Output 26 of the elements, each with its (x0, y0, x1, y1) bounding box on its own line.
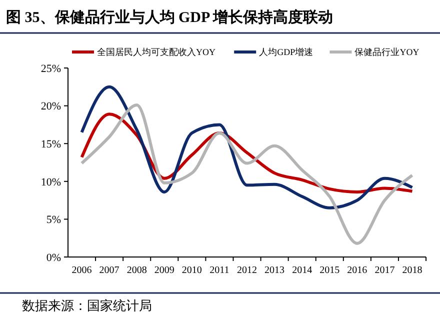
legend-label: 全国居民人均可支配收入YOY (97, 47, 216, 58)
x-tick-label: 2017 (374, 265, 395, 276)
y-tick-label: 25% (40, 62, 61, 75)
x-tick-label: 2007 (99, 265, 120, 276)
x-tick-label: 2016 (347, 265, 368, 276)
chart-title: 图 35、保健品行业与人均 GDP 增长保持高度联动 (6, 8, 334, 26)
y-tick-label: 0% (46, 252, 61, 264)
x-tick-label: 2009 (154, 265, 174, 276)
x-tick-label: 2013 (264, 265, 285, 276)
x-tick-label: 2012 (237, 265, 257, 276)
x-tick-label: 2008 (126, 265, 147, 276)
line-series (80, 104, 414, 245)
legend-label: 保健品行业YOY (354, 47, 420, 58)
x-tick-label: 2018 (402, 265, 422, 276)
x-tick-label: 2010 (182, 265, 202, 276)
y-tick-label: 20% (40, 100, 61, 113)
y-tick-label: 10% (40, 176, 61, 188)
y-tick-label: 5% (46, 214, 61, 226)
x-tick-label: 2006 (72, 265, 92, 276)
x-tick-label: 2015 (320, 265, 340, 276)
source-note: 数据来源：国家统计局 (22, 298, 152, 313)
line-series (80, 85, 414, 210)
x-tick-label: 2011 (210, 265, 230, 276)
x-tick-label: 2014 (292, 265, 312, 276)
y-tick-label: 15% (40, 138, 61, 150)
legend-label: 人均GDP增速 (259, 47, 314, 58)
